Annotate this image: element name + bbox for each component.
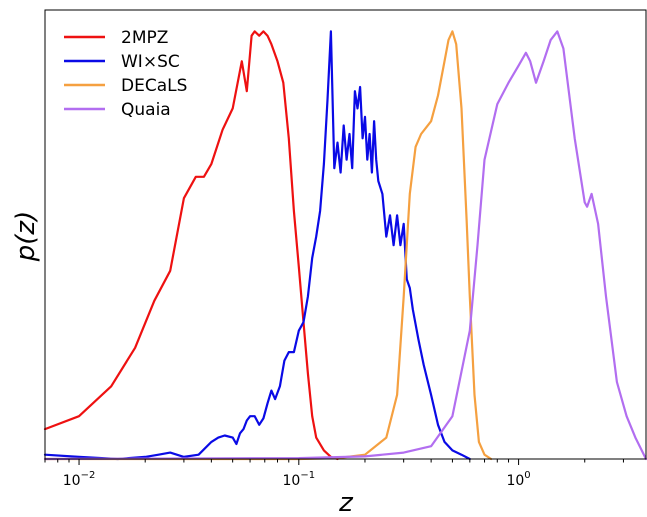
x-tick-label: 10−1 [283,470,316,489]
y-axis-label: p(z) [11,211,41,262]
legend-label-2: DECaLS [121,76,187,96]
series-line-1 [43,30,471,461]
plot-background [45,10,646,459]
legend-label-1: WI×SC [121,52,180,72]
x-tick-label: 10−2 [63,470,96,489]
legend-label-0: 2MPZ [121,28,168,48]
x-axis-label: z [338,488,354,517]
x-axis-ticks: 10−2 10−1 100 [44,459,624,489]
legend: 2MPZ WI×SC DECaLS Quaia [64,28,187,120]
legend-label-3: Quaia [121,100,171,120]
series-line-2 [43,30,493,461]
plot-frame [44,9,647,460]
x-tick-label: 100 [506,470,530,489]
series-lines [43,30,647,461]
series-line-3 [43,30,647,461]
series-line-0 [43,30,339,461]
